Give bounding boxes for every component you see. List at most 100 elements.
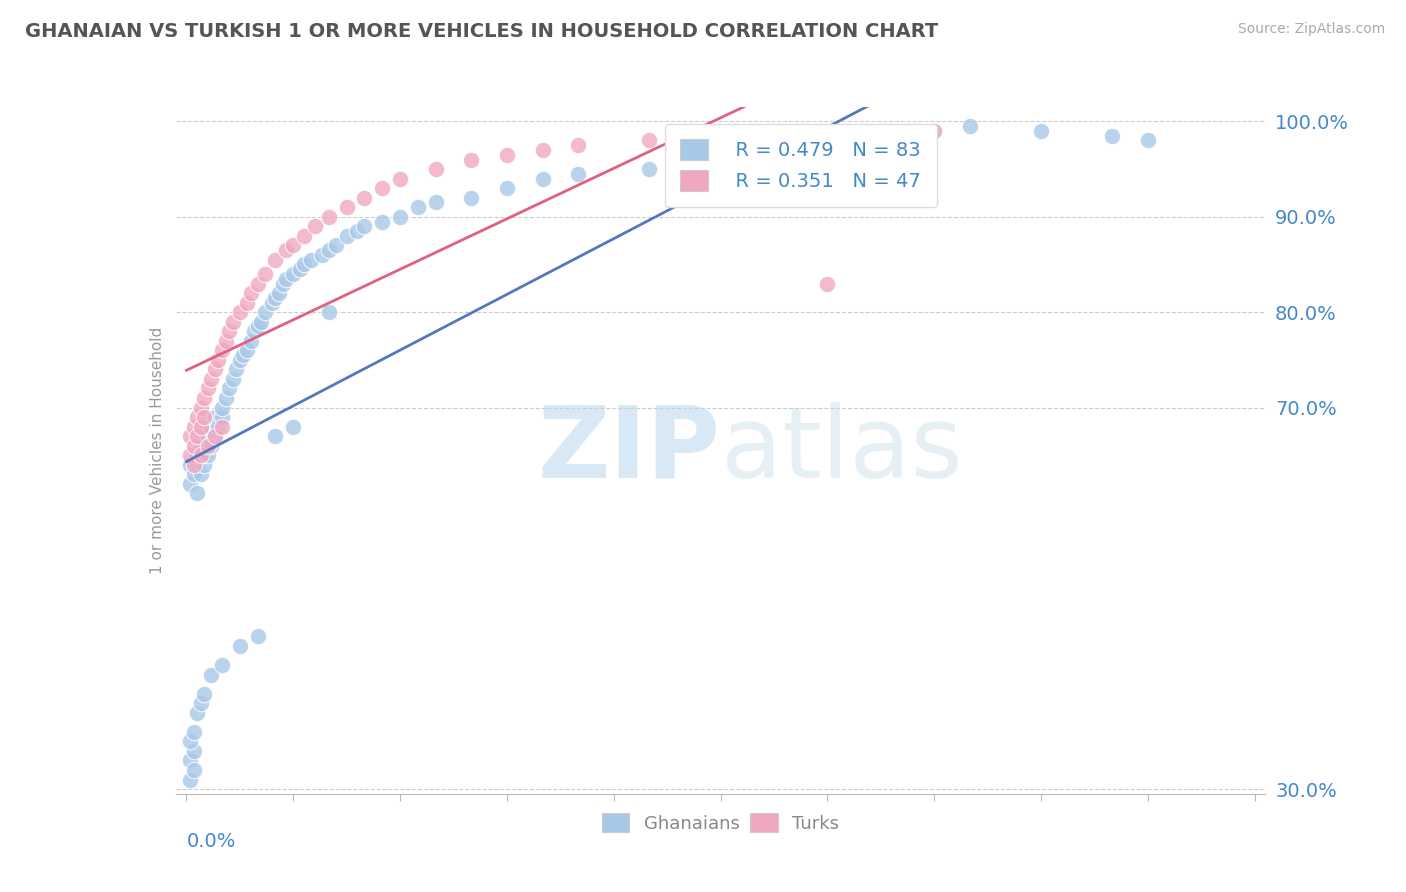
Y-axis label: 1 or more Vehicles in Household: 1 or more Vehicles in Household [149,326,165,574]
Point [197,429,219,443]
Text: atlas: atlas [721,402,962,499]
Point [214,334,236,348]
Point [304,219,326,234]
Point [204,410,226,425]
Point [183,763,205,777]
Point [193,448,215,462]
Point [200,372,222,386]
Point [204,429,226,443]
Point [190,401,212,415]
Point [190,467,212,482]
Point [353,191,375,205]
Point [211,658,233,673]
Point [460,153,482,167]
Point [204,429,226,443]
Point [190,419,212,434]
Point [200,419,222,434]
Point [246,630,269,644]
Point [193,391,215,405]
Point [389,210,412,224]
Point [179,754,201,768]
Point [1136,133,1159,147]
Point [229,639,252,653]
Point [318,210,340,224]
Point [190,448,212,462]
Point [745,143,768,157]
Point [197,439,219,453]
Point [852,133,875,147]
Point [193,458,215,472]
Text: Source: ZipAtlas.com: Source: ZipAtlas.com [1237,22,1385,37]
Point [186,410,208,425]
Point [211,401,233,415]
Point [207,419,229,434]
Point [193,410,215,425]
Point [246,319,269,334]
Point [425,162,447,177]
Point [179,772,201,787]
Point [193,439,215,453]
Point [197,381,219,395]
Point [260,295,283,310]
Point [186,429,208,443]
Point [496,147,519,161]
Point [311,248,333,262]
Point [371,214,394,228]
Point [193,687,215,701]
Point [183,419,205,434]
Point [186,458,208,472]
Point [183,744,205,758]
Point [299,252,322,267]
Point [243,324,266,338]
Point [211,410,233,425]
Point [236,295,259,310]
Point [207,352,229,367]
Point [186,706,208,720]
Point [214,391,236,405]
Point [183,439,205,453]
Point [406,200,429,214]
Point [325,238,347,252]
Point [815,277,838,291]
Point [229,305,252,319]
Point [283,419,305,434]
Point [222,315,245,329]
Point [318,243,340,257]
Point [179,734,201,748]
Point [496,181,519,195]
Point [253,267,276,281]
Point [283,238,305,252]
Point [638,133,661,147]
Point [236,343,259,358]
Point [673,128,696,143]
Point [211,343,233,358]
Point [1029,124,1052,138]
Point [200,667,222,681]
Point [1101,128,1123,143]
Point [267,286,290,301]
Point [232,348,254,362]
Point [222,372,245,386]
Point [218,324,240,338]
Point [710,147,733,161]
Point [371,181,394,195]
Point [290,262,312,277]
Point [190,696,212,710]
Point [211,419,233,434]
Point [460,191,482,205]
Point [271,277,294,291]
Point [336,228,359,243]
Point [225,362,247,376]
Point [239,286,262,301]
Point [567,167,589,181]
Point [887,128,910,143]
Point [336,200,359,214]
Point [425,195,447,210]
Point [353,219,375,234]
Point [389,171,412,186]
Point [799,138,821,153]
Point [186,486,208,500]
Point [183,467,205,482]
Point [264,252,287,267]
Text: ZIP: ZIP [537,402,721,499]
